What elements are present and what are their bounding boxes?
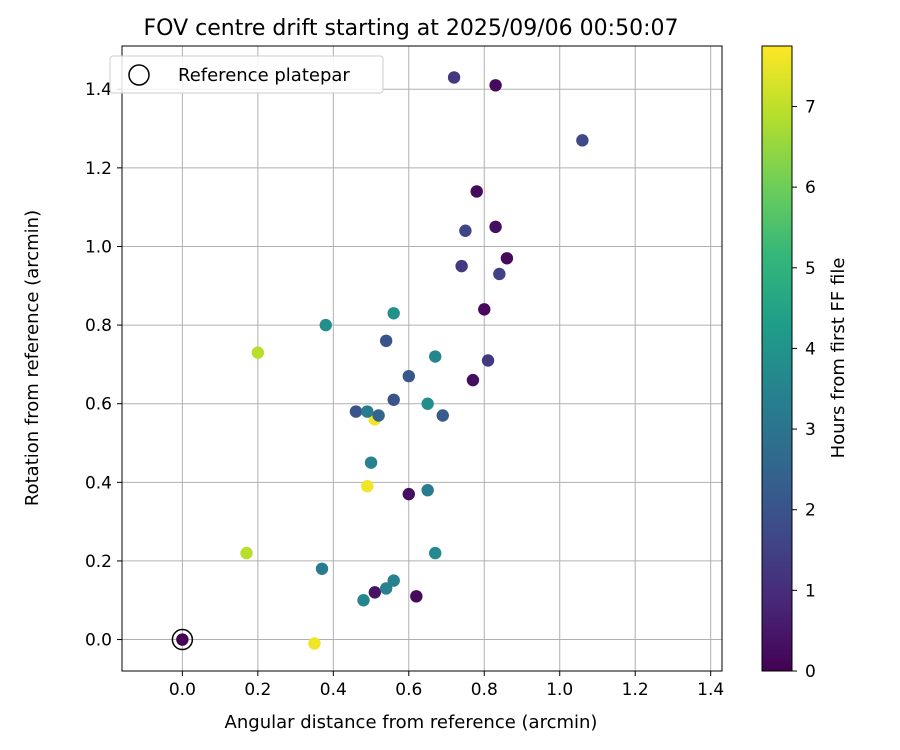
colorbar-tick-label: 1 [805,581,816,601]
plot-area: 0.0 0.2 0.4 0.6 0.8 1.0 1.2 1.4 0.0 0.2 0.4 0.6 0.8… [85,45,724,700]
colorbar-tick-label: 0 [805,662,816,682]
y-tick-label: 0.0 [85,631,112,651]
x-tick-label: 1.2 [622,680,649,700]
y-axis-label: Rotation from reference (arcmin) [22,210,43,506]
scatter-point [459,224,472,237]
scatter-point [436,409,449,422]
scatter-points [176,71,589,650]
scatter-point [364,456,378,469]
colorbar-tick-label: 4 [805,339,816,359]
x-tick-label: 0.8 [471,680,498,700]
chart-title: FOV centre drift starting at 2025/09/06 … [144,16,679,41]
legend-label: Reference platepar [178,65,350,86]
scatter-point [466,373,480,387]
reference-platepar-marker [171,628,194,651]
scatter-point [379,334,393,348]
plot-frame [121,45,723,672]
x-tick-label: 0.2 [244,680,271,700]
y-tick-label: 0.8 [85,316,112,336]
scatter-point [319,318,332,332]
x-axis-label: Angular distance from reference (arcmin) [225,712,598,733]
colorbar: 0 1 2 3 4 5 6 7 Hours from first FF file [761,45,849,682]
scatter-point [489,220,502,234]
scatter-point [410,590,423,603]
scatter-point [481,354,495,367]
y-tick-label: 1.2 [85,159,112,179]
x-tick-label: 0.0 [169,680,196,700]
x-tick-label: 0.4 [320,680,347,700]
legend-reference-marker [128,64,150,86]
scatter-point [447,71,461,84]
scatter-point [429,546,442,560]
scatter-point [478,303,491,316]
legend-box [109,55,384,94]
scatter-point [493,267,506,281]
colorbar-label: Hours from first FF file [828,258,849,459]
y-tick-label: 1.0 [85,237,112,257]
scatter-point [402,487,415,501]
scatter-point [379,582,393,595]
scatter-point [368,586,382,599]
scatter-point [387,574,400,587]
y-tick-label: 0.2 [85,552,112,572]
scatter-point [349,405,363,418]
colorbar-ticks: 0 1 2 3 4 5 6 7 [792,97,816,682]
y-axis: 0.0 0.2 0.4 0.6 0.8 1.0 1.2 1.4 [85,80,122,651]
x-tick-label: 0.6 [395,680,422,700]
scatter-point [455,259,468,273]
scatter-point [576,134,589,147]
colorbar-gradient [761,45,793,672]
scatter-point [402,369,415,383]
scatter-point [387,393,400,406]
scatter-point [308,637,321,650]
scatter-point [372,409,385,422]
colorbar-tick-label: 6 [805,178,816,198]
scatter-point [421,397,434,410]
scatter-point [357,594,370,607]
scatter-point [429,350,442,363]
plot-background [122,46,722,671]
colorbar-tick-label: 5 [805,259,816,279]
scatter-point [240,546,253,560]
scatter-point [361,405,374,418]
y-tick-label: 0.4 [85,473,112,493]
scatter-point [176,633,189,646]
scatter-point [361,480,374,493]
y-tick-label: 1.4 [85,80,112,100]
x-tick-label: 1.0 [546,680,573,700]
scatter-point [470,185,483,198]
colorbar-tick-label: 7 [805,97,816,117]
y-tick-label: 0.6 [85,395,112,415]
colorbar-tick-label: 2 [805,501,816,521]
scatter-point [387,307,400,320]
colorbar-tick-label: 3 [805,420,816,440]
scatter-point [489,79,502,92]
scatter-point [251,346,265,359]
x-axis: 0.0 0.2 0.4 0.6 0.8 1.0 1.2 1.4 [169,671,724,700]
legend: Reference platepar [109,55,384,94]
reference-marker [171,628,194,651]
x-tick-label: 1.4 [697,680,724,700]
scatter-point [421,483,434,497]
scatter-point [315,562,329,575]
scatter-point [500,252,514,265]
